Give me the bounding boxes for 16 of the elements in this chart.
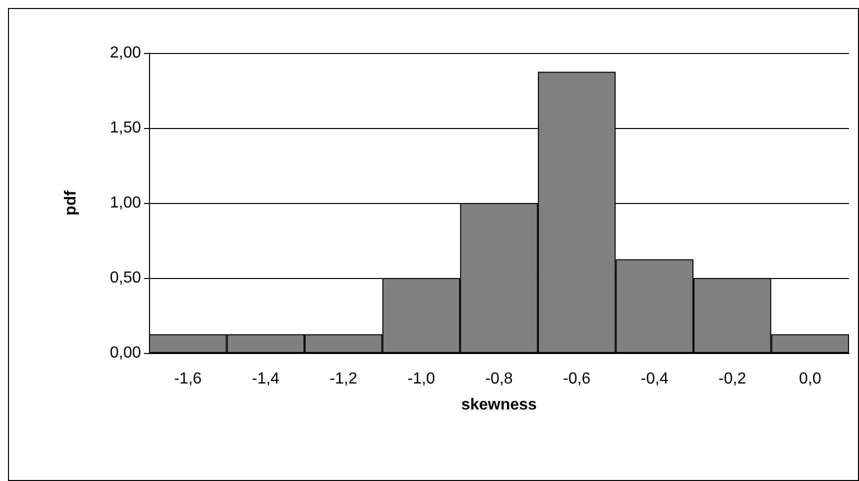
y-tick-label: 0,00 (110, 344, 142, 362)
y-tick-label: 1,50 (110, 120, 142, 136)
y-tick-label: 2,00 (110, 44, 142, 62)
x-tick-label: -0,4 (640, 370, 668, 388)
x-axis-title: skewness (461, 396, 537, 414)
x-tick-label: -0,8 (485, 370, 513, 388)
x-tick-label: -1,2 (330, 370, 358, 388)
x-tick-label: 0,0 (798, 370, 822, 388)
x-tick-label: -1,6 (174, 370, 202, 388)
x-tick-label: -1,0 (407, 370, 436, 388)
x-tick-label: -1,4 (252, 370, 280, 388)
y-axis-title: pdf (62, 190, 80, 216)
y-tick-label: 1,00 (110, 194, 142, 212)
x-tick-label: -0,2 (718, 370, 746, 388)
x-tick-label: -0,6 (562, 370, 591, 388)
y-tick-label: 0,50 (110, 270, 142, 286)
